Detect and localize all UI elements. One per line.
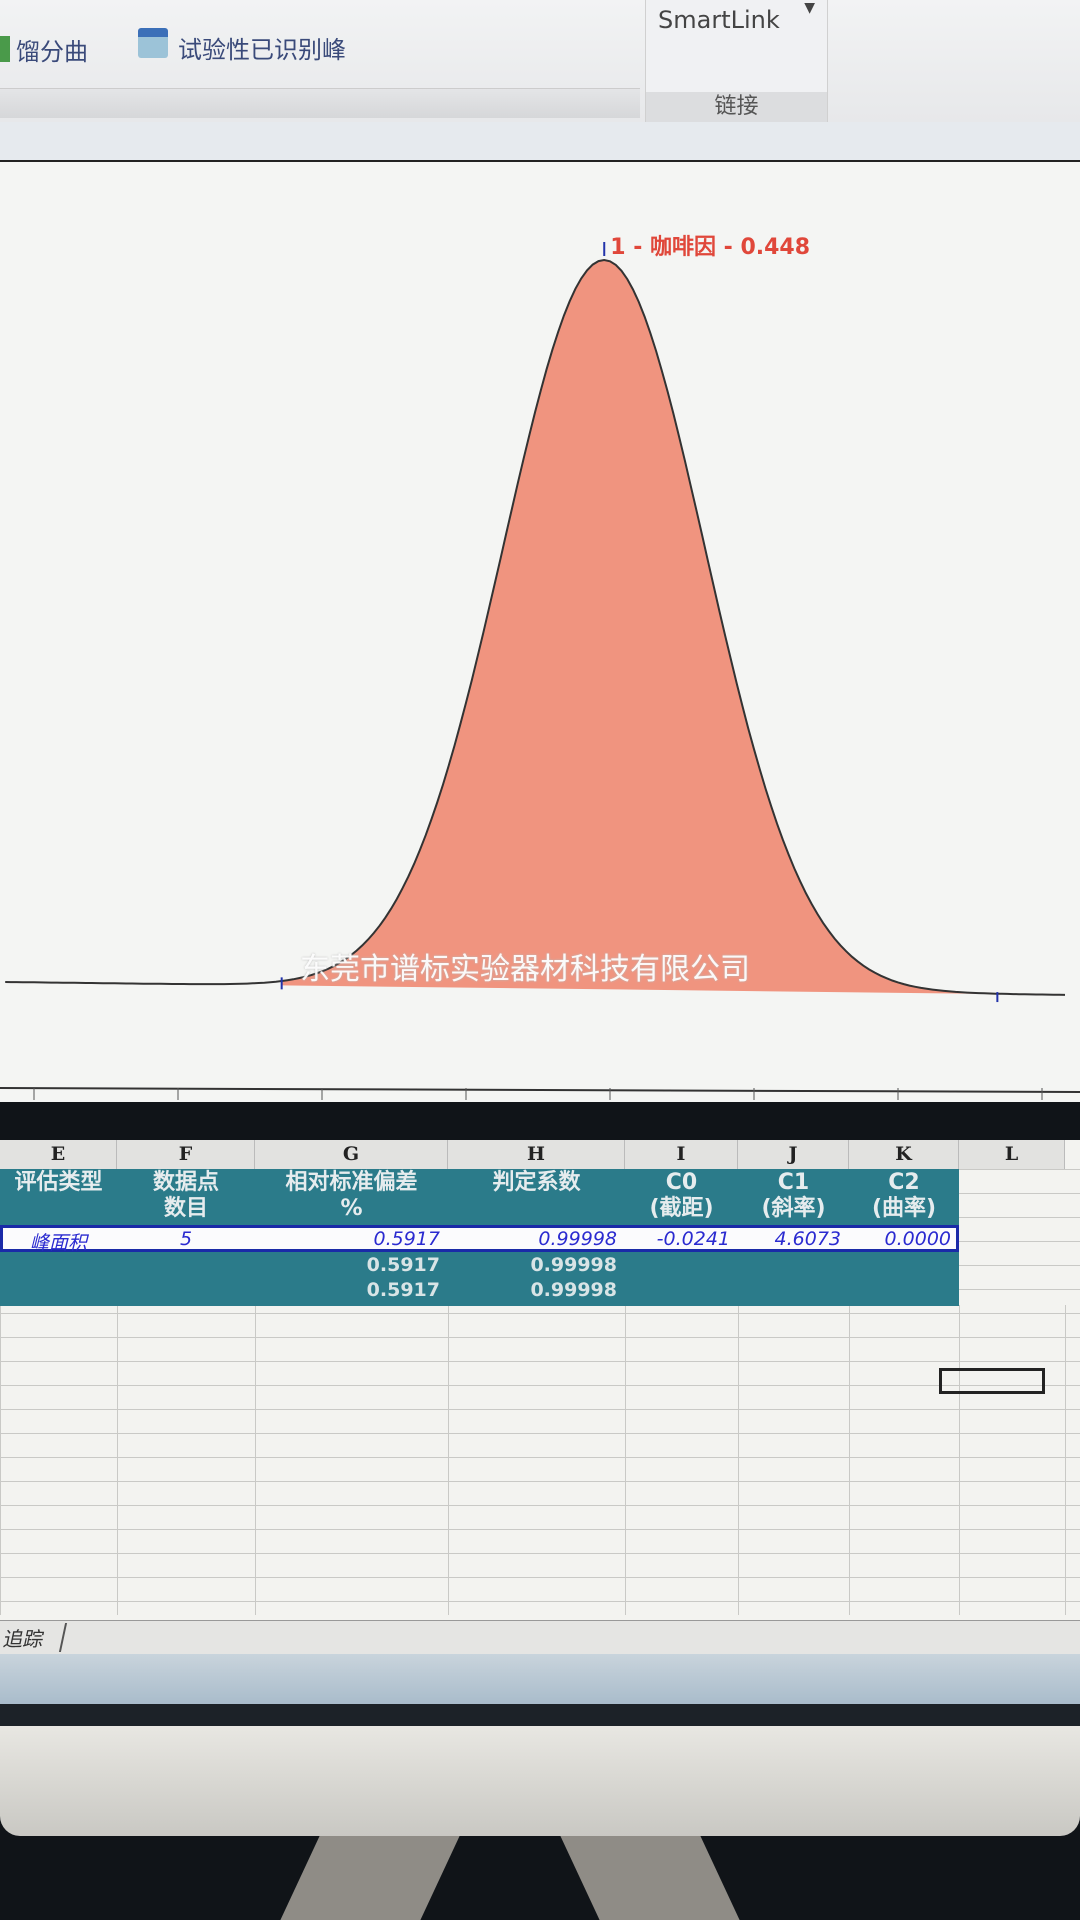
column-header-K[interactable]: K: [849, 1140, 959, 1169]
grid-col-line: [625, 1305, 626, 1615]
peak-label: 1 - 咖啡因 - 0.448: [610, 235, 810, 260]
data-cell[interactable]: 4.6073: [774, 1228, 841, 1250]
grid-row-line: [0, 1433, 1080, 1434]
grid-col-line: [1065, 1305, 1066, 1615]
column-header-J[interactable]: J: [738, 1140, 849, 1169]
data-cell[interactable]: 0.0000: [884, 1228, 951, 1250]
summary-cell: 0.99998: [530, 1279, 617, 1301]
grid-row-line: [0, 1529, 1080, 1530]
summary-cell: 0.5917: [366, 1279, 440, 1301]
grid-row-line: [0, 1313, 1080, 1314]
summary-block: [0, 1252, 959, 1306]
sheet-tab-trace[interactable]: 追踪: [0, 1623, 68, 1652]
tentative-peaks-button[interactable]: 试验性已识别峰: [178, 36, 346, 64]
ribbon-group-bar: [0, 88, 640, 118]
column-header-I[interactable]: I: [625, 1140, 738, 1169]
watermark-text: 东莞市谱标实验器材科技有限公司: [300, 952, 750, 987]
grid-row-line: [0, 1481, 1080, 1482]
column-header-G[interactable]: G: [255, 1140, 448, 1169]
selected-cell[interactable]: [939, 1368, 1045, 1394]
tentative-peaks-icon: [138, 28, 168, 58]
data-cell[interactable]: 0.5917: [373, 1228, 440, 1250]
ribbon-toolbar: 馏分曲 试验性已识别峰 SmartLink ▼ 链接: [0, 0, 1080, 122]
smartlink-button[interactable]: SmartLink: [658, 6, 780, 34]
peak-area-fill: [281, 260, 998, 995]
monitor-bezel: [0, 1704, 1080, 1726]
smartlink-group: SmartLink ▼ 链接: [645, 0, 828, 122]
grid-col-line: [448, 1305, 449, 1615]
chromatogram-panel: 1 - 咖啡因 - 0.4480.250.300.350.400.450.500…: [0, 162, 1080, 1131]
summary-cell: 0.5917: [366, 1254, 440, 1276]
data-cell[interactable]: 0.99998: [538, 1228, 617, 1250]
grid-col-line: [849, 1305, 850, 1615]
summary-cell: 0.99998: [530, 1254, 617, 1276]
grid-row-line: [0, 1409, 1080, 1410]
grid-row-line: [0, 1577, 1080, 1578]
spreadsheet: E F G H I J K L 评估类型 数据点 数目 相对标准偏差 % 判定系数 C0 (截距) C1 …: [0, 1140, 1080, 1626]
grid-col-line: [738, 1305, 739, 1615]
column-header-H[interactable]: H: [448, 1140, 625, 1169]
header-cell: C0 (截距): [649, 1170, 714, 1221]
grid-row-line: [0, 1505, 1080, 1506]
grid-row-line: [0, 1553, 1080, 1554]
header-cell: 数据点 数目: [152, 1170, 219, 1221]
data-cell[interactable]: -0.0241: [656, 1228, 730, 1250]
grid-row-line: [0, 1601, 1080, 1602]
grid-col-line: [0, 1305, 1, 1615]
header-cell: C2 (曲率): [871, 1170, 937, 1221]
header-cell: 判定系数: [492, 1170, 581, 1195]
grid-row-line: [0, 1385, 1080, 1386]
header-cell: 评估类型: [14, 1170, 103, 1195]
fraction-curve-icon: [0, 36, 10, 62]
status-bar: [0, 1654, 1080, 1704]
monitor-frame: [0, 1726, 1080, 1836]
chart-header-band: [0, 122, 1080, 162]
header-cell: C1 (斜率): [761, 1170, 826, 1221]
sheet-tab-bar: 追踪: [0, 1620, 1080, 1654]
dropdown-arrow-icon[interactable]: ▼: [804, 0, 815, 16]
monitor-stand: [280, 1836, 460, 1920]
column-header-F[interactable]: F: [117, 1140, 255, 1169]
header-block: [0, 1169, 959, 1225]
chromatogram-trace: [5, 258, 1066, 996]
column-header-E[interactable]: E: [0, 1140, 117, 1169]
link-group-label: 链接: [646, 92, 827, 122]
grid-col-line: [117, 1305, 118, 1615]
grid-row-line: [0, 1361, 1080, 1362]
data-cell[interactable]: 5: [179, 1228, 193, 1250]
x-axis-line: [0, 1087, 1080, 1093]
grid-row-line: [0, 1337, 1080, 1338]
header-cell: 相对标准偏差 %: [285, 1170, 418, 1221]
column-header-L[interactable]: L: [959, 1140, 1065, 1169]
grid-row-line: [0, 1457, 1080, 1458]
grid-col-line: [255, 1305, 256, 1615]
data-row[interactable]: [0, 1225, 959, 1252]
fraction-curve-button[interactable]: 馏分曲: [16, 38, 88, 66]
data-cell[interactable]: 峰面积: [29, 1232, 87, 1254]
monitor-stand-leg: [560, 1836, 740, 1920]
grid-col-line: [959, 1305, 960, 1615]
